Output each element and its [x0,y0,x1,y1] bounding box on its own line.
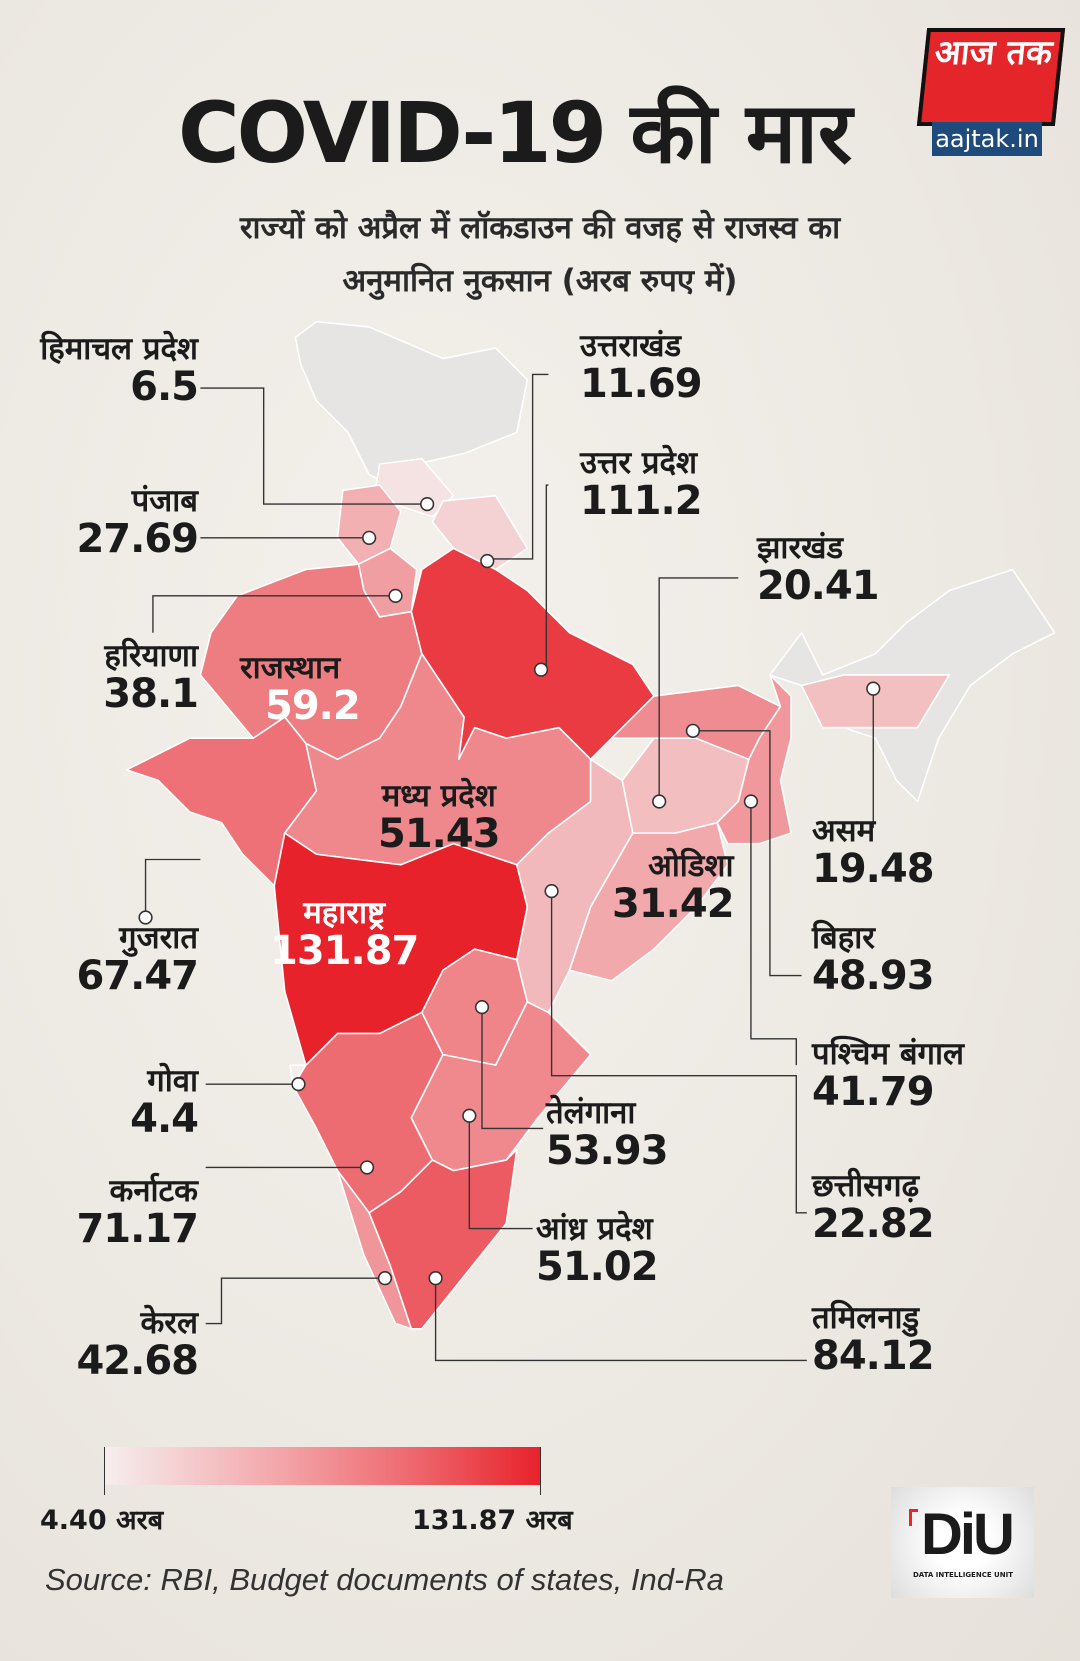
aajtak-logo-url: aajtak.in [932,122,1042,156]
label-hr: हरियाणा 38.1 [103,638,199,717]
label-rj: राजस्थान 59.2 [240,650,361,729]
state-jk [294,320,529,486]
leader-lines [144,373,874,1362]
legend-max-tick [540,1447,541,1495]
state-ap [410,1001,592,1172]
label-tg: तेलंगाना 53.93 [546,1095,669,1174]
source-note: Source: RBI, Budget documents of states,… [45,1562,724,1597]
color-scale-bar [105,1447,540,1485]
label-ap: आंध्र प्रदेश 51.02 [536,1211,659,1290]
state-wb [716,674,792,845]
page-title: COVID-19 की मार [178,72,852,187]
diu-logo-mark: DiU [921,1502,1015,1567]
label-mp: मध्य प्रदेश 51.43 [378,778,501,857]
label-as: असम 19.48 [812,813,935,892]
label-tn: तमिलनाडु 84.12 [812,1300,935,1379]
subtitle-line1: राज्यों को अप्रैल में लॉकडाउन की वजह से … [239,210,841,246]
aajtak-logo: आज तक aajtak.in [916,22,1066,162]
label-cg: छत्तीसगढ़ 22.82 [812,1168,935,1247]
legend-min-label: 4.40 अरब [40,1505,164,1536]
aajtak-logo-mark: आज तक [916,28,1066,126]
label-uk: उत्तराखंड 11.69 [580,328,703,407]
label-ka: कर्नाटक 71.17 [76,1173,199,1252]
state-markers [138,496,881,1286]
title-english: COVID-19 [178,84,607,182]
legend-max-label: 131.87 अरब [412,1505,573,1536]
legend-min-tick [104,1447,105,1495]
label-br: बिहार 48.93 [812,920,935,999]
label-od: ओडिशा 31.42 [612,848,735,927]
label-ga: गोवा 4.4 [130,1063,199,1142]
label-wb: पश्चिम बंगाल 41.79 [812,1036,965,1115]
diu-logo: DiU DATA INTELLIGENCE UNIT [891,1487,1034,1598]
label-jh: झारखंड 20.41 [757,530,880,609]
title-hindi: की मार [630,83,853,182]
state-od [568,821,729,982]
label-hp: हिमाचल प्रदेश 6.5 [40,331,199,410]
state-as [800,674,951,729]
label-up: उत्तर प्रदेश 111.2 [580,445,703,524]
subtitle-line2: अनुमानित नुकसान (अरब रुपए में) [342,263,738,299]
label-gj: गुजरात 67.47 [76,920,199,999]
label-mh: महाराष्ट्र 131.87 [270,895,419,974]
label-pb: पंजाब 27.69 [76,483,199,562]
state-tn [368,1148,518,1330]
label-kl: केरल 42.68 [76,1305,199,1384]
diu-logo-caption: DATA INTELLIGENCE UNIT [913,1571,1013,1579]
